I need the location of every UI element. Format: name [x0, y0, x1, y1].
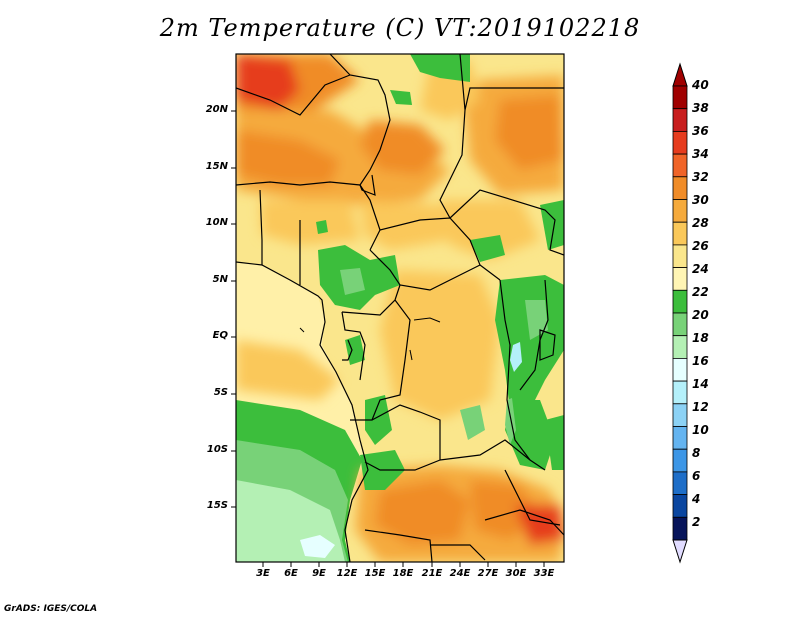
- lat-label-15s: 15S: [206, 500, 228, 511]
- colorbar: [672, 62, 688, 564]
- chart-title: 2m Temperature (C) VT:2019102218: [159, 14, 641, 42]
- colorbar-label-14: 14: [692, 377, 709, 391]
- lat-label-5s: 5S: [213, 387, 228, 398]
- colorbar-label-10: 10: [692, 423, 709, 437]
- colorbar-swatch: [672, 85, 688, 110]
- colorbar-label-16: 16: [692, 354, 709, 368]
- colorbar-swatch: [672, 108, 688, 132]
- colorbar-swatch: [672, 357, 688, 382]
- map-frame: [235, 53, 565, 563]
- lon-label-6e: 6E: [284, 568, 298, 579]
- lon-label-3e: 3E: [256, 568, 270, 579]
- lon-label-18e: 18E: [392, 568, 414, 579]
- lon-label-21e: 21E: [421, 568, 443, 579]
- colorbar-swatch: [672, 403, 688, 427]
- colorbar-label-2: 2: [692, 515, 701, 529]
- colorbar-label-28: 28: [692, 216, 709, 230]
- lon-label-27e: 27E: [477, 568, 499, 579]
- colorbar-label-36: 36: [692, 124, 709, 138]
- colorbar-label-20: 20: [692, 308, 709, 322]
- colorbar-label-40: 40: [692, 78, 709, 92]
- colorbar-swatch: [672, 426, 688, 450]
- colorbar-swatch: [672, 221, 688, 246]
- lon-label-12e: 12E: [336, 568, 358, 579]
- colorbar-swatch: [672, 267, 688, 291]
- colorbar-swatch: [672, 516, 688, 541]
- colorbar-swatch: [672, 471, 688, 495]
- colorbar-label-24: 24: [692, 262, 709, 276]
- colorbar-swatch: [672, 244, 688, 268]
- colorbar-swatch: [672, 289, 688, 314]
- lat-label-15n: 15N: [205, 161, 228, 172]
- colorbar-swatch: [672, 312, 688, 337]
- colorbar-label-26: 26: [692, 239, 709, 253]
- lon-label-24e: 24E: [449, 568, 471, 579]
- colorbar-label-22: 22: [692, 285, 709, 299]
- colorbar-swatch: [672, 199, 688, 223]
- colorbar-label-8: 8: [692, 446, 701, 460]
- colorbar-label-12: 12: [692, 400, 709, 414]
- lon-label-15e: 15E: [364, 568, 386, 579]
- lon-label-30e: 30E: [505, 568, 527, 579]
- grads-credit: GrADS: IGES/COLA: [4, 604, 98, 614]
- colorbar-label-38: 38: [692, 101, 709, 115]
- colorbar-label-18: 18: [692, 331, 709, 345]
- colorbar-swatch: [672, 494, 688, 518]
- lat-label-eq: EQ: [212, 330, 228, 341]
- colorbar-label-34: 34: [692, 147, 709, 161]
- temperature-field: [236, 54, 564, 562]
- colorbar-label-30: 30: [692, 193, 709, 207]
- colorbar-top-arrow: [672, 62, 688, 87]
- colorbar-swatch: [672, 380, 688, 405]
- colorbar-label-6: 6: [692, 469, 701, 483]
- lat-label-10s: 10S: [206, 444, 228, 455]
- colorbar-swatch: [672, 176, 688, 200]
- colorbar-bottom-arrow: [672, 539, 688, 564]
- lon-label-9e: 9E: [312, 568, 326, 579]
- colorbar-swatch: [672, 448, 688, 473]
- lat-label-10n: 10N: [205, 217, 228, 228]
- colorbar-swatch: [672, 130, 688, 155]
- colorbar-label-4: 4: [692, 492, 701, 506]
- lat-label-5n: 5N: [212, 274, 228, 285]
- lon-label-33e: 33E: [533, 568, 555, 579]
- lat-label-20n: 20N: [205, 104, 228, 115]
- colorbar-swatch: [672, 153, 688, 178]
- colorbar-label-32: 32: [692, 170, 709, 184]
- colorbar-swatch: [672, 335, 688, 359]
